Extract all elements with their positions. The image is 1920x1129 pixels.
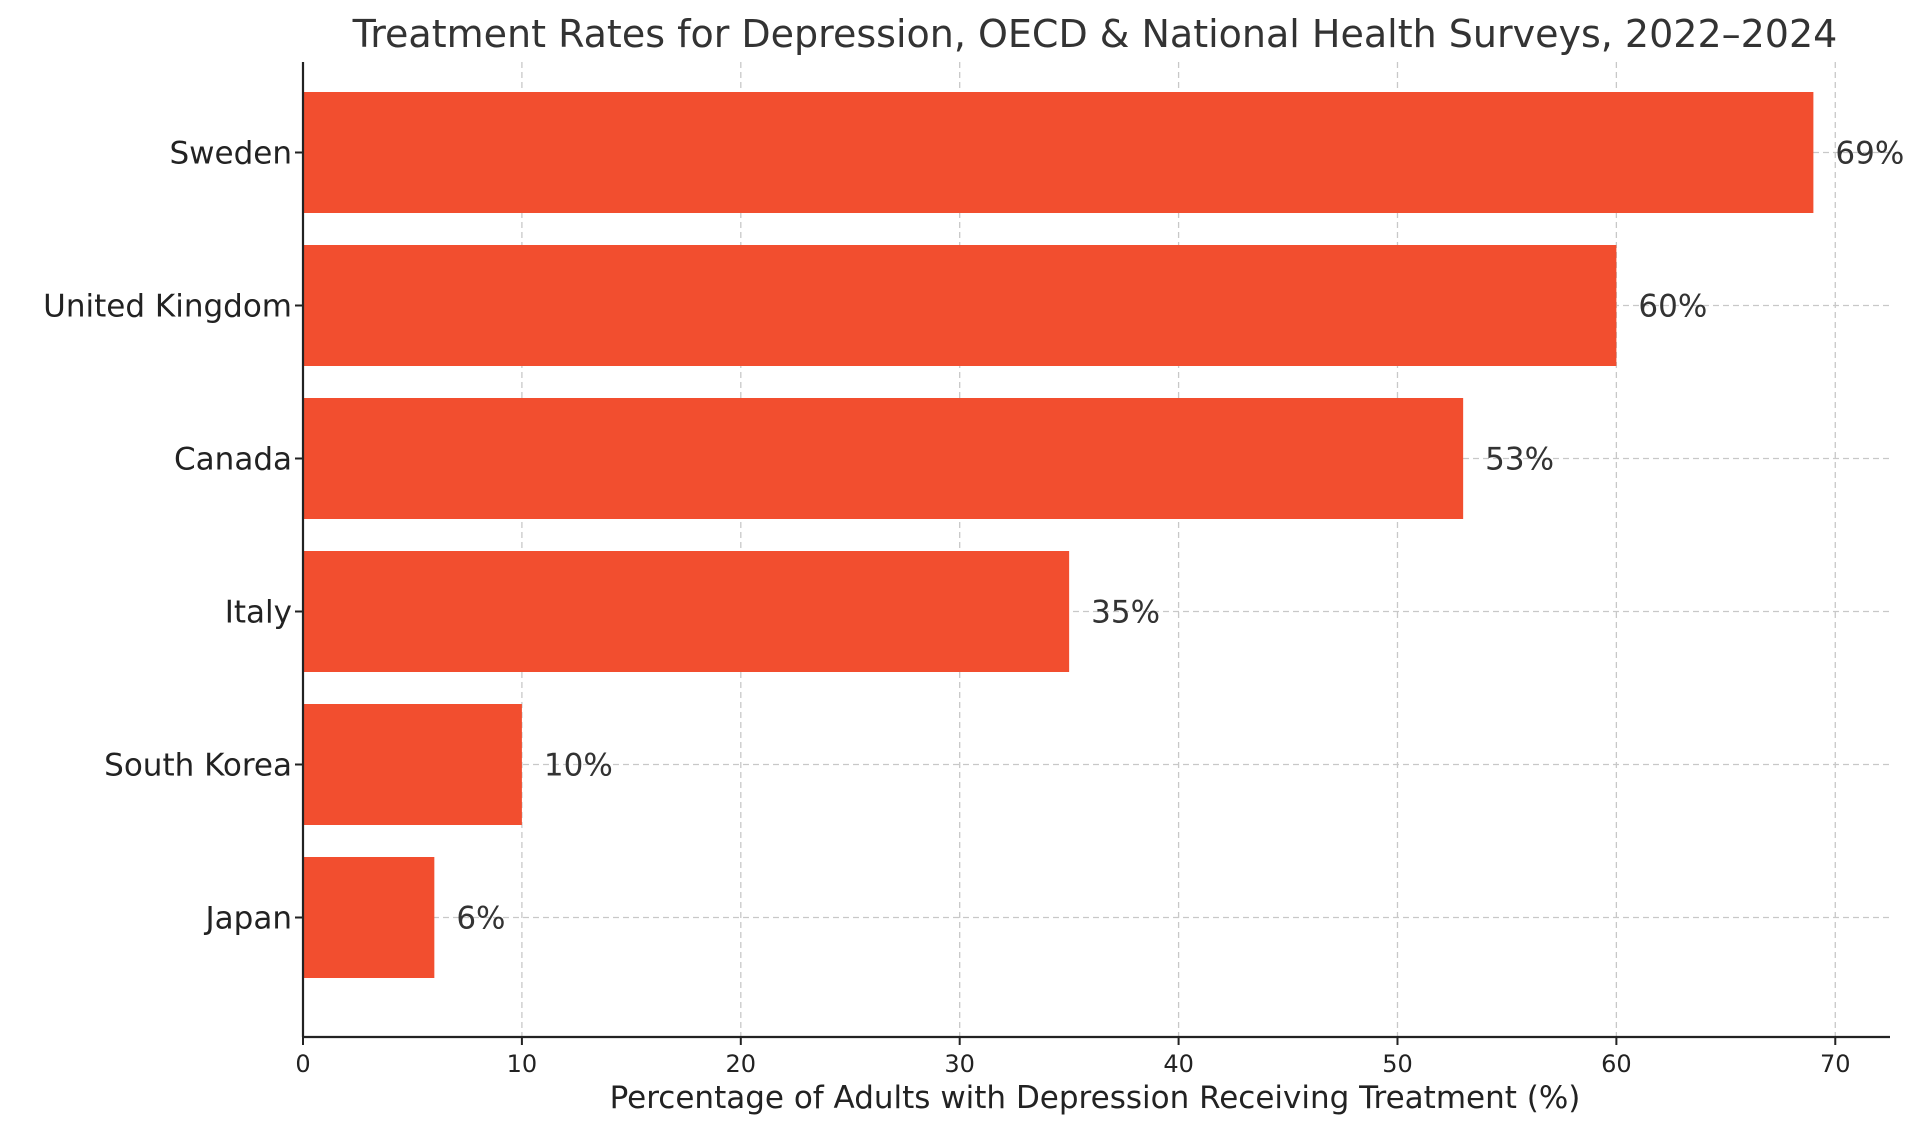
value-label-1: 60% (1638, 289, 1707, 325)
value-label-4: 10% (544, 748, 613, 784)
category-labels: Sweden United Kingdom Canada Italy South Kor… (43, 136, 292, 937)
bars (303, 92, 1814, 978)
bar-sweden (303, 92, 1814, 213)
x-tick-label-0: 0 (295, 1050, 310, 1078)
x-ticks: 0 10 20 30 40 50 60 70 (295, 1037, 1851, 1078)
x-tick-label-7: 70 (1820, 1050, 1851, 1078)
category-label-2: Canada (174, 442, 292, 478)
bar-canada (303, 398, 1464, 519)
value-label-0: 69% (1835, 136, 1904, 172)
bar-south-korea (303, 704, 522, 825)
bar-united-kingdom (303, 245, 1617, 366)
value-label-3: 35% (1091, 595, 1160, 631)
category-label-1: United Kingdom (43, 289, 292, 325)
bar-italy (303, 551, 1070, 672)
axes (295, 62, 1890, 1039)
x-tick-label-4: 40 (1163, 1050, 1194, 1078)
value-label-5: 6% (456, 901, 505, 937)
category-label-0: Sweden (169, 136, 292, 172)
value-label-2: 53% (1485, 442, 1554, 478)
category-label-5: Japan (204, 901, 292, 937)
x-axis-label: Percentage of Adults with Depression Rec… (610, 1080, 1581, 1116)
value-labels: 69% 60% 53% 35% 10% 6% (456, 136, 1904, 937)
x-tick-label-5: 50 (1382, 1050, 1413, 1078)
x-tick-label-6: 60 (1601, 1050, 1632, 1078)
x-tick-label-1: 10 (507, 1050, 538, 1078)
bar-japan (303, 857, 435, 978)
chart-title: Treatment Rates for Depression, OECD & N… (352, 12, 1838, 56)
category-label-4: South Korea (104, 748, 292, 784)
x-tick-label-3: 30 (944, 1050, 975, 1078)
category-label-3: Italy (225, 595, 292, 631)
x-tick-label-2: 20 (726, 1050, 757, 1078)
